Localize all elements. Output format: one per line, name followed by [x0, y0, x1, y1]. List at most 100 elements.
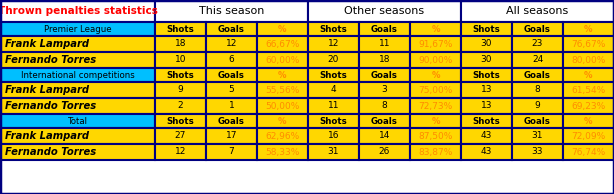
Text: Shots: Shots [166, 117, 195, 126]
Bar [257, 98, 308, 114]
Text: 24: 24 [532, 55, 543, 64]
Text: 12: 12 [328, 40, 339, 48]
Bar [206, 36, 257, 52]
Bar [257, 52, 308, 68]
Text: 75,00%: 75,00% [418, 86, 453, 94]
Text: 43: 43 [481, 147, 492, 157]
Bar [461, 128, 512, 144]
Text: Goals: Goals [371, 24, 398, 34]
Text: Fernando Torres: Fernando Torres [5, 147, 96, 157]
Bar [461, 144, 512, 160]
Bar [308, 0, 461, 22]
Text: 8: 8 [535, 86, 540, 94]
Bar [461, 114, 512, 128]
Bar [155, 68, 206, 82]
Text: 18: 18 [379, 55, 391, 64]
Bar [0, 114, 155, 128]
Bar [257, 114, 308, 128]
Bar [0, 68, 155, 82]
Bar [359, 114, 410, 128]
Text: 87,50%: 87,50% [418, 132, 453, 140]
Text: 7: 7 [228, 147, 235, 157]
Text: 83,87%: 83,87% [418, 147, 453, 157]
Bar [0, 52, 155, 68]
Bar [563, 68, 614, 82]
Text: Shots: Shots [473, 70, 500, 80]
Bar [308, 82, 359, 98]
Bar [0, 36, 155, 52]
Text: 16: 16 [328, 132, 340, 140]
Bar [563, 36, 614, 52]
Bar [359, 82, 410, 98]
Text: 76,67%: 76,67% [571, 40, 605, 48]
Text: 4: 4 [331, 86, 336, 94]
Bar [0, 22, 155, 36]
Text: 8: 8 [382, 101, 387, 111]
Bar [359, 52, 410, 68]
Bar [563, 52, 614, 68]
Bar [155, 128, 206, 144]
Text: 11: 11 [328, 101, 340, 111]
Bar [0, 82, 155, 98]
Text: 1: 1 [228, 101, 235, 111]
Text: 27: 27 [175, 132, 186, 140]
Text: Goals: Goals [524, 24, 551, 34]
Bar [257, 68, 308, 82]
Bar [155, 98, 206, 114]
Bar [359, 36, 410, 52]
Text: 31: 31 [328, 147, 340, 157]
Bar [155, 36, 206, 52]
Text: 30: 30 [481, 55, 492, 64]
Text: Frank Lampard: Frank Lampard [5, 39, 89, 49]
Bar [563, 128, 614, 144]
Text: 13: 13 [481, 101, 492, 111]
Bar [410, 22, 461, 36]
Text: %: % [278, 70, 287, 80]
Text: Shots: Shots [473, 24, 500, 34]
Text: 20: 20 [328, 55, 339, 64]
Text: 91,67%: 91,67% [418, 40, 453, 48]
Text: 6: 6 [228, 55, 235, 64]
Text: %: % [585, 24, 593, 34]
Text: %: % [585, 117, 593, 126]
Bar [410, 82, 461, 98]
Bar [410, 144, 461, 160]
Bar [308, 52, 359, 68]
Bar [563, 82, 614, 98]
Bar [359, 98, 410, 114]
Bar [410, 52, 461, 68]
Bar [512, 68, 563, 82]
Bar [0, 144, 155, 160]
Text: %: % [431, 24, 440, 34]
Text: 72,73%: 72,73% [418, 101, 453, 111]
Text: All seasons: All seasons [507, 6, 569, 16]
Text: 9: 9 [177, 86, 184, 94]
Bar [308, 144, 359, 160]
Text: 76,74%: 76,74% [572, 147, 605, 157]
Bar [512, 22, 563, 36]
Text: %: % [278, 24, 287, 34]
Bar [0, 0, 155, 22]
Text: 3: 3 [382, 86, 387, 94]
Text: Shots: Shots [320, 24, 348, 34]
Bar [308, 68, 359, 82]
Text: Goals: Goals [524, 117, 551, 126]
Bar [155, 144, 206, 160]
Text: Goals: Goals [218, 117, 245, 126]
Text: Goals: Goals [218, 24, 245, 34]
Text: 17: 17 [226, 132, 237, 140]
Bar [308, 128, 359, 144]
Text: 33: 33 [532, 147, 543, 157]
Bar [155, 82, 206, 98]
Bar [461, 68, 512, 82]
Text: 60,00%: 60,00% [265, 55, 300, 64]
Bar [512, 52, 563, 68]
Bar [563, 98, 614, 114]
Bar [0, 128, 155, 144]
Bar [257, 128, 308, 144]
Bar [155, 114, 206, 128]
Bar [563, 22, 614, 36]
Bar [410, 36, 461, 52]
Bar [206, 82, 257, 98]
Bar [308, 98, 359, 114]
